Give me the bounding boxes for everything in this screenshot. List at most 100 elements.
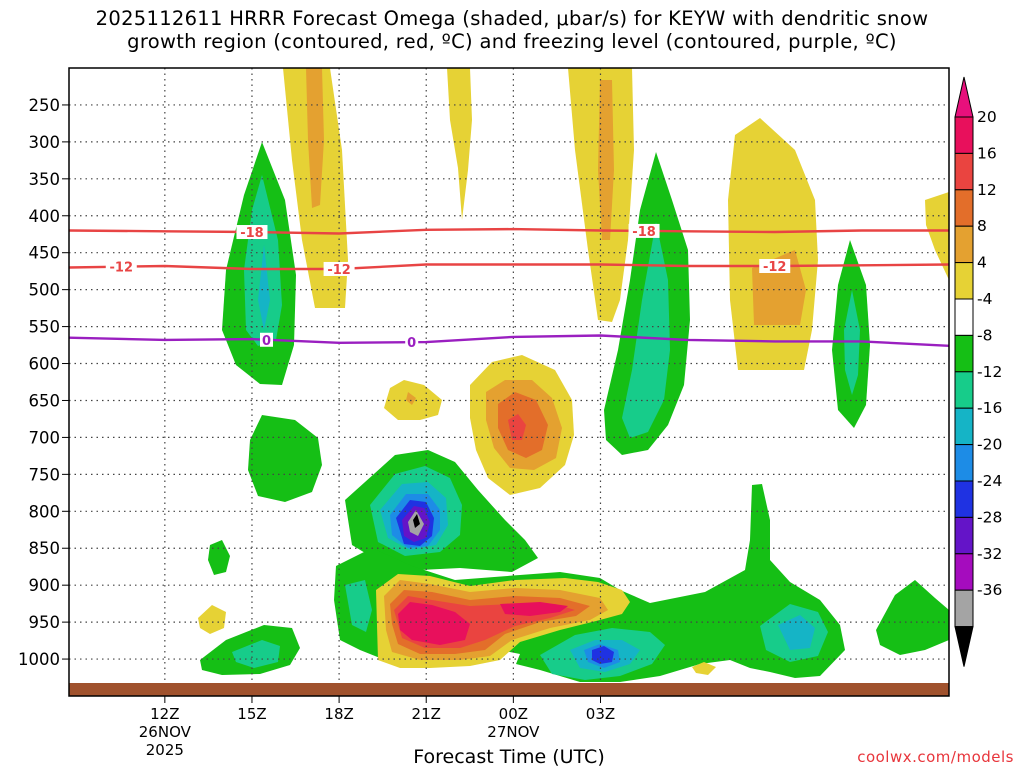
omega-positive-region [398, 602, 470, 645]
contour-line [69, 263, 949, 271]
colorbar-bottom-arrow [954, 626, 974, 667]
omega-negative-region [413, 514, 420, 528]
colorbar-top-arrow [954, 76, 974, 118]
contour-label-bg [323, 261, 355, 276]
y-tick-label: 400 [29, 207, 61, 226]
colorbar-bin [954, 298, 974, 336]
colorbar-bin [954, 371, 974, 409]
colorbar-label: 20 [977, 108, 997, 126]
y-tick-label: 300 [29, 133, 61, 152]
colorbar: 20 16 12 8 4 -4 -8 -12 -16 -20 -24 -28 -32 -36 [954, 76, 1002, 667]
chart-title-line1: 2025112611 HRRR Forecast Omega (shaded, … [95, 7, 929, 30]
omega-positive-region [306, 68, 324, 208]
colorbar-bin [954, 516, 974, 555]
colorbar-label: -36 [977, 581, 1002, 599]
colorbar-label: -24 [977, 472, 1002, 490]
x-tick-date: 26NOV [139, 723, 192, 741]
colorbar-label: 4 [977, 254, 987, 272]
credit-text: coolwx.com/models [857, 748, 1014, 766]
pressure-gridlines [69, 104, 949, 660]
y-tick-label: 750 [29, 465, 61, 484]
omega-positive-region [500, 602, 568, 616]
colorbar-label: -28 [977, 508, 1002, 526]
contour-label-bg [259, 332, 273, 347]
contour-label-bg [105, 259, 137, 274]
y-tick-label: 500 [29, 281, 61, 300]
y-tick-label: 700 [29, 428, 61, 447]
colorbar-label: -32 [977, 545, 1002, 563]
colorbar-label: 12 [977, 181, 997, 199]
omega-negative-region [622, 222, 670, 438]
colorbar-label: -4 [977, 290, 992, 308]
y-tick-label: 650 [29, 391, 61, 410]
colorbar-label: -20 [977, 436, 1002, 454]
omega-positive-region [198, 605, 226, 634]
y-tick-label: 800 [29, 502, 61, 521]
x-tick-label: 18Z [324, 705, 353, 723]
colorbar-bin [954, 225, 974, 264]
colorbar-bin [954, 444, 974, 482]
colorbar-bin [954, 189, 974, 227]
x-tick-label: 00Z [499, 705, 528, 723]
contour-label: -18 [240, 226, 264, 241]
contour-label: 0 [407, 336, 416, 351]
x-tick-date: 27NOV [487, 723, 540, 741]
x-tick-label: 21Z [412, 705, 441, 723]
contour-label-bg [759, 259, 791, 274]
colorbar-bin [954, 407, 974, 446]
omega-negative-region [232, 640, 280, 668]
colorbar-bin [954, 152, 974, 191]
x-tick-label: 03Z [586, 705, 615, 723]
chart-title-line2: growth region (contoured, red, ºC) and f… [127, 30, 897, 53]
contour-label-bg [236, 225, 268, 240]
colorbar-bin [954, 116, 974, 154]
y-tick-label: 850 [29, 539, 61, 558]
omega-positive-region [406, 392, 416, 405]
contour-label: -12 [327, 263, 351, 278]
y-tick-label: 550 [29, 318, 61, 337]
x-tick-label: 12Z [150, 705, 179, 723]
y-tick-label: 350 [29, 170, 61, 189]
contour-label: -18 [632, 225, 656, 240]
time-gridlines [164, 68, 602, 696]
omega-positive-region [447, 68, 472, 220]
ground-surface [69, 683, 949, 696]
contour-label: 0 [262, 334, 271, 349]
colorbar-bin [954, 334, 974, 373]
colorbar-bin [954, 262, 974, 300]
y-tick-label: 1000 [18, 650, 60, 669]
y-tick-label: 600 [29, 355, 61, 374]
colorbar-label: -12 [977, 363, 1002, 381]
omega-negative-region [345, 580, 372, 632]
colorbar-label: -8 [977, 326, 992, 344]
omega-positive-region [692, 662, 716, 675]
contour-label-bg [405, 335, 419, 350]
omega-shading [198, 68, 949, 682]
omega-negative-region [208, 540, 230, 575]
colorbar-label: 16 [977, 144, 997, 162]
colorbar-bin [954, 589, 974, 628]
contour-line [69, 227, 949, 235]
x-tick-year: 2025 [146, 741, 184, 759]
contour-label: -12 [110, 261, 134, 276]
y-tick-label: 950 [29, 613, 61, 632]
x-tick-label: 15Z [237, 705, 266, 723]
y-tick-label: 450 [29, 244, 61, 263]
omega-negative-region [248, 415, 322, 502]
y-tick-label: 900 [29, 576, 61, 595]
omega-negative-region [778, 615, 815, 650]
plot-frame [68, 67, 950, 697]
y-tick-label: 250 [29, 96, 61, 115]
colorbar-label: 8 [977, 217, 987, 235]
contour-line [69, 334, 949, 347]
omega-negative-region [876, 580, 949, 655]
colorbar-bin [954, 553, 974, 591]
contour-label: -12 [763, 260, 787, 275]
colorbar-label: -16 [977, 399, 1002, 417]
omega-positive-region [925, 192, 949, 280]
omega-negative-region [258, 245, 270, 330]
omega-positive-region [598, 80, 614, 240]
temperature-contours: -18 -18 -12 -12 -12 0 0 [69, 223, 949, 351]
